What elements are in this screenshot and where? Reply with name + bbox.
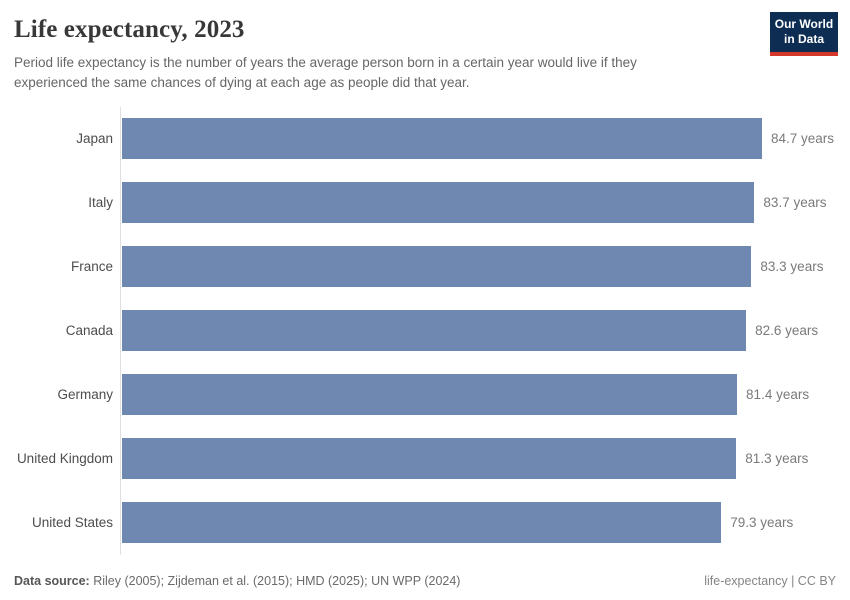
bar[interactable]	[122, 182, 755, 223]
license-note: life-expectancy | CC BY	[704, 574, 836, 588]
value-label: 84.7 years	[770, 131, 835, 146]
chart-row: Germany 81.4 years	[0, 362, 850, 427]
value-label: 79.3 years	[730, 515, 794, 530]
data-source-text: Riley (2005); Zijdeman et al. (2015); HM…	[89, 574, 461, 588]
bar-track: 82.6 years	[120, 298, 850, 363]
owid-logo-line1: Our World	[774, 17, 834, 31]
chart-row: Canada 82.6 years	[0, 298, 850, 363]
data-source-label: Data source:	[14, 574, 90, 588]
page-title: Life expectancy, 2023	[14, 16, 245, 43]
chart-row: United States 79.3 years	[0, 490, 850, 555]
chart-footer: Data source: Riley (2005); Zijdeman et a…	[14, 574, 836, 588]
category-label: Germany	[57, 387, 113, 402]
bar[interactable]	[122, 246, 752, 287]
bar[interactable]	[122, 438, 737, 479]
chart-row: France 83.3 years	[0, 234, 850, 299]
value-label: 83.7 years	[763, 195, 827, 210]
chart-header: Life expectancy, 2023 Period life expect…	[0, 0, 850, 94]
value-label: 81.3 years	[745, 451, 809, 466]
bar[interactable]	[122, 310, 747, 351]
chart-subtitle: Period life expectancy is the number of …	[14, 55, 637, 91]
category-label: France	[70, 259, 113, 274]
bar-track: 83.3 years	[120, 234, 850, 299]
category-label: United States	[31, 515, 113, 530]
category-label: United Kingdom	[16, 451, 113, 466]
category-label: Canada	[65, 323, 113, 338]
bar-track: 79.3 years	[120, 490, 850, 555]
bar[interactable]	[122, 374, 738, 415]
chart-row: United Kingdom 81.3 years	[0, 426, 850, 491]
bar-track: 81.3 years	[120, 426, 850, 491]
category-label: Japan	[76, 131, 113, 146]
value-label: 83.3 years	[760, 259, 824, 274]
value-label: 82.6 years	[755, 323, 819, 338]
value-label: 81.4 years	[746, 387, 810, 402]
bar[interactable]	[122, 118, 762, 159]
bar-track: 83.7 years	[120, 170, 850, 235]
bar[interactable]	[122, 502, 722, 543]
bar-track: 81.4 years	[120, 362, 850, 427]
data-source: Data source: Riley (2005); Zijdeman et a…	[14, 574, 460, 588]
owid-logo[interactable]: Our World in Data	[770, 12, 838, 56]
bar-track: 84.7 years	[120, 106, 850, 171]
owid-logo-line2: in Data	[783, 32, 824, 46]
category-label: Italy	[88, 195, 113, 210]
chart-row: Italy 83.7 years	[0, 170, 850, 235]
bar-chart: Japan 84.7 years Italy 83.7 years France…	[0, 106, 850, 555]
chart-row: Japan 84.7 years	[0, 106, 850, 171]
